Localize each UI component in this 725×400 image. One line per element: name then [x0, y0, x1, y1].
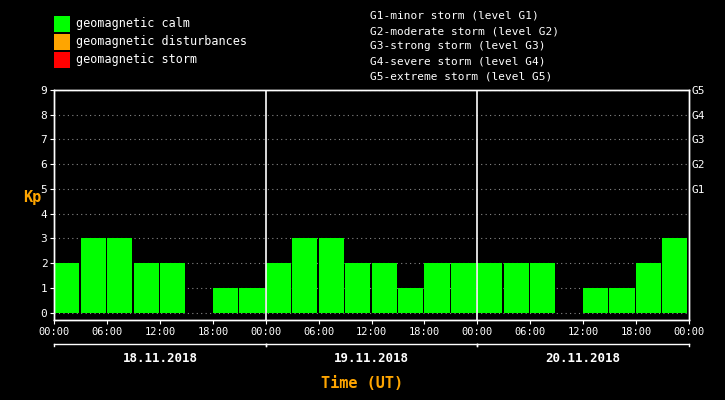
- Bar: [530, 263, 555, 312]
- Bar: [107, 238, 133, 312]
- Bar: [663, 238, 687, 312]
- Bar: [160, 263, 185, 312]
- Bar: [398, 288, 423, 312]
- Text: G2-moderate storm (level G2): G2-moderate storm (level G2): [370, 26, 559, 36]
- Bar: [133, 263, 159, 312]
- Bar: [451, 263, 476, 312]
- Bar: [636, 263, 661, 312]
- Bar: [54, 263, 80, 312]
- Text: 20.11.2018: 20.11.2018: [545, 352, 621, 364]
- Bar: [583, 288, 608, 312]
- Text: geomagnetic calm: geomagnetic calm: [76, 18, 190, 30]
- Y-axis label: Kp: Kp: [23, 190, 41, 205]
- Text: geomagnetic disturbances: geomagnetic disturbances: [76, 36, 247, 48]
- Bar: [266, 263, 291, 312]
- Text: G1-minor storm (level G1): G1-minor storm (level G1): [370, 11, 539, 21]
- Bar: [345, 263, 370, 312]
- Bar: [371, 263, 397, 312]
- Bar: [610, 288, 634, 312]
- Bar: [80, 238, 106, 312]
- Text: G4-severe storm (level G4): G4-severe storm (level G4): [370, 57, 545, 67]
- Bar: [213, 288, 238, 312]
- Text: Time (UT): Time (UT): [321, 376, 404, 392]
- Bar: [239, 288, 265, 312]
- Text: G5-extreme storm (level G5): G5-extreme storm (level G5): [370, 72, 552, 82]
- Bar: [477, 263, 502, 312]
- Bar: [292, 238, 318, 312]
- Text: 18.11.2018: 18.11.2018: [123, 352, 198, 364]
- Bar: [504, 263, 529, 312]
- Bar: [424, 263, 450, 312]
- Bar: [319, 238, 344, 312]
- Text: G3-strong storm (level G3): G3-strong storm (level G3): [370, 41, 545, 51]
- Text: geomagnetic storm: geomagnetic storm: [76, 54, 197, 66]
- Text: 19.11.2018: 19.11.2018: [334, 352, 409, 364]
